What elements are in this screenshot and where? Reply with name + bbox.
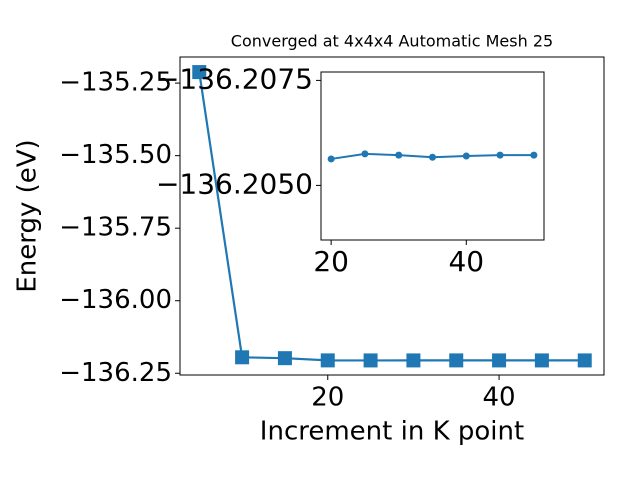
marker: [449, 353, 464, 368]
marker: [320, 353, 335, 368]
y-tick-label: −135.25: [59, 68, 172, 98]
x-tick-label: 40: [483, 383, 516, 413]
x-tick-label: 20: [311, 383, 344, 413]
marker: [277, 351, 292, 366]
line: [198, 71, 585, 362]
inset-marker: [361, 150, 369, 158]
inset-x-tick-label: 40: [448, 245, 484, 278]
y-tick-label: −136.00: [59, 285, 172, 315]
inset-marker: [496, 151, 504, 159]
marker: [534, 353, 549, 368]
inset-marker: [530, 151, 538, 159]
marker: [406, 353, 421, 368]
x-axis-label: Increment in K point: [260, 417, 524, 447]
inset-marker: [327, 155, 335, 163]
inset-x-tick-label: 20: [313, 245, 349, 278]
y-axis-label: Energy (eV): [13, 139, 43, 292]
marker: [577, 353, 592, 368]
inset-marker: [395, 151, 403, 159]
y-tick-label: −135.50: [59, 140, 172, 170]
inset-marker: [462, 152, 470, 160]
marker: [363, 353, 378, 368]
inset-marker: [429, 153, 436, 161]
y-tick-label: −135.75: [59, 213, 172, 243]
inset-axes-frame: [320, 71, 545, 241]
marker: [492, 353, 507, 368]
marker: [235, 350, 250, 365]
axes-frame: [179, 56, 605, 376]
inset-y-tick-label: −136.2050: [156, 167, 313, 200]
chart-title: Converged at 4x4x4 Automatic Mesh 25: [231, 32, 553, 51]
marker: [192, 65, 207, 80]
y-tick-label: −136.25: [59, 358, 172, 388]
inset-y-tick-label: −136.2075: [156, 62, 313, 95]
